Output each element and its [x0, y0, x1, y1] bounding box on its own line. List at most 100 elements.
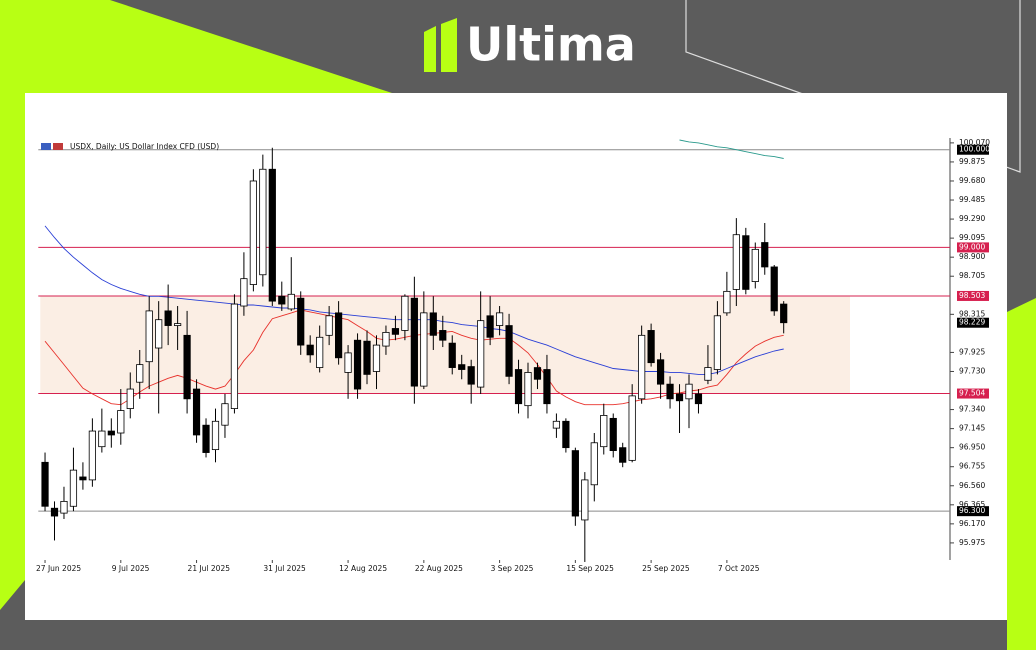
candle-body	[145, 310, 153, 363]
candle-body	[780, 303, 788, 324]
candle-body	[742, 235, 750, 290]
candle-body	[590, 442, 598, 486]
candle-body	[353, 339, 362, 390]
candle-body	[202, 424, 210, 453]
level-label: 96.300	[959, 506, 985, 515]
level-label: 97.504	[959, 389, 985, 398]
candle-body	[552, 420, 561, 429]
candle-body	[240, 278, 248, 307]
x-tick-label: 22 Aug 2025	[415, 564, 463, 573]
candle-body	[297, 297, 305, 346]
candle-body	[69, 469, 78, 507]
candle-body	[713, 315, 722, 370]
candle-body	[391, 328, 400, 335]
level-label: 99.000	[959, 242, 985, 251]
x-tick-label: 3 Sep 2025	[491, 564, 534, 573]
level-label: 100.000	[959, 145, 990, 154]
candle-body	[723, 290, 731, 314]
y-tick-label: 99.095	[959, 233, 985, 242]
candle-body	[694, 393, 703, 405]
x-tick-label: 31 Jul 2025	[263, 564, 306, 573]
y-tick-label: 96.170	[959, 519, 985, 528]
candle-body	[98, 430, 106, 448]
logo: Ultima	[424, 18, 636, 72]
candle-body	[117, 410, 125, 434]
logo-mark	[424, 26, 436, 72]
candle-body	[335, 312, 343, 359]
title-icon	[41, 143, 63, 150]
x-tick-label: 25 Sep 2025	[642, 564, 690, 573]
candle-body	[420, 312, 428, 387]
candle-body	[107, 430, 115, 436]
candle-body	[439, 330, 447, 341]
level-label: 98.503	[959, 291, 985, 300]
candle-body	[505, 325, 513, 377]
candle-body	[704, 367, 712, 381]
y-tick-label: 99.875	[959, 157, 985, 166]
candle-body	[571, 450, 579, 517]
accent-shape	[1007, 298, 1036, 650]
candle-body	[619, 447, 627, 463]
x-tick-label: 21 Jul 2025	[188, 564, 231, 573]
candle-body	[770, 266, 778, 312]
candle-body	[164, 310, 172, 326]
candle-body	[79, 476, 87, 481]
y-tick-label: 98.315	[959, 309, 985, 318]
candle-body	[183, 334, 191, 400]
icon	[53, 143, 63, 150]
y-tick-label: 97.145	[959, 424, 985, 433]
candle-body	[230, 303, 239, 409]
level-label-bg	[957, 388, 989, 399]
candle-body	[174, 323, 182, 326]
candle-body	[155, 319, 163, 349]
y-tick-label: 97.925	[959, 347, 985, 356]
candle-body	[429, 312, 437, 336]
candle-body	[666, 383, 674, 400]
candle-body	[685, 383, 693, 400]
candle-body	[401, 295, 409, 331]
candle-body	[675, 393, 684, 402]
y-tick-label: 96.755	[959, 462, 985, 471]
candle-body	[562, 420, 570, 449]
candle-body	[647, 330, 655, 364]
candle-body	[638, 334, 646, 400]
candle-body	[88, 430, 96, 481]
y-tick-label: 99.290	[959, 214, 985, 223]
candle-body	[41, 461, 49, 507]
brand-name: Ultima	[466, 18, 636, 72]
candle-body	[477, 320, 485, 388]
y-tick-label: 100.070	[959, 138, 990, 147]
candle-body	[325, 315, 333, 336]
y-tick-label: 99.680	[959, 176, 985, 185]
level-label-bg	[957, 144, 989, 155]
candle-body	[287, 293, 295, 310]
y-tick-label: 98.705	[959, 271, 985, 280]
candle-body	[50, 507, 59, 517]
icon	[41, 143, 51, 150]
candle-body	[486, 315, 494, 338]
y-tick-label: 98.900	[959, 252, 985, 261]
candle-body	[600, 415, 608, 448]
candle-body	[458, 364, 466, 370]
y-tick-label: 97.340	[959, 405, 985, 414]
candle-body	[60, 500, 68, 514]
candle-body	[514, 369, 523, 405]
candle-body	[543, 369, 551, 405]
level-label-bg	[957, 290, 989, 301]
logo-mark	[441, 18, 457, 72]
candle-body	[751, 248, 759, 282]
candle-body	[467, 366, 475, 385]
x-tick-label: 9 Jul 2025	[112, 564, 150, 573]
y-tick-label: 96.560	[959, 481, 985, 490]
candle-body	[192, 388, 201, 436]
candle-body	[410, 297, 418, 387]
candle-body	[126, 388, 134, 409]
candle-body	[221, 403, 229, 426]
candle-body	[249, 180, 257, 285]
candle-body	[448, 342, 456, 368]
candle-body	[259, 168, 267, 276]
candle-body	[363, 340, 371, 375]
candle-body	[628, 395, 636, 461]
x-tick-label: 15 Sep 2025	[566, 564, 614, 573]
